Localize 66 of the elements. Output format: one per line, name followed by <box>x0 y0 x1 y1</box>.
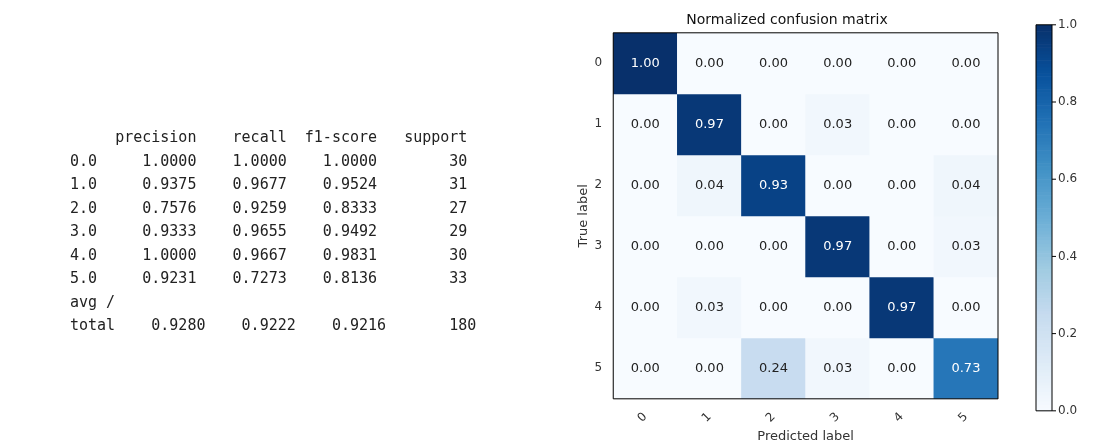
data-label: 0.97 <box>887 298 917 314</box>
data-label: 0.00 <box>630 359 660 375</box>
data-label: 0.03 <box>694 298 724 314</box>
text: 5.0 0.9231 0.7273 0.8136 33 <box>70 268 469 289</box>
data-label: 0.00 <box>759 298 789 314</box>
text: 0.0 1.0000 1.0000 1.0000 30 <box>70 150 469 172</box>
y-tick-label: 2 <box>594 177 603 192</box>
x-tick-label: 5 <box>954 409 971 425</box>
y-tick-label: 0 <box>594 55 603 70</box>
data-label: 0.73 <box>951 359 981 375</box>
data-label: 0.00 <box>759 54 789 70</box>
data-label: 0.93 <box>759 176 789 192</box>
data-label: 0.97 <box>823 237 853 253</box>
y-tick-label: 3 <box>594 238 603 253</box>
data-label: 0.00 <box>887 359 917 375</box>
data-label: 0.00 <box>951 115 981 131</box>
data-label: 0.00 <box>630 115 660 131</box>
data-label: 0.00 <box>887 54 917 70</box>
color-bar-label: 0.6 <box>1058 171 1078 186</box>
y-tick-label: 1 <box>594 116 603 131</box>
data-label: 0.00 <box>951 298 981 314</box>
data-label: 0.04 <box>951 176 981 192</box>
data-label: 0.00 <box>823 176 853 192</box>
x-tick-label: 1 <box>698 409 714 425</box>
data-label: 1.00 <box>630 54 660 70</box>
data-label: 0.00 <box>887 115 917 131</box>
data-label: 0.00 <box>823 298 853 314</box>
data-label: 0.00 <box>759 237 789 253</box>
text: precision recall f1-score support <box>114 127 469 148</box>
text: total 0.9280 0.9222 0.9216 180 <box>70 315 477 336</box>
text: 3.0 0.9333 0.9655 0.9492 29 <box>70 221 469 242</box>
color-bar-label: 0.2 <box>1058 325 1078 340</box>
data-label: 0.04 <box>694 176 724 192</box>
data-label: 0.03 <box>951 237 981 253</box>
x-tick-label: 0 <box>634 409 650 425</box>
text: 4.0 1.0000 0.9667 0.9831 30 <box>70 244 469 266</box>
data-label: 0.00 <box>887 176 917 192</box>
color-bar-label: 0.4 <box>1058 248 1078 263</box>
color-bar-label: 1.0 <box>1058 16 1078 31</box>
data-label: 0.00 <box>887 237 917 253</box>
text: avg / <box>70 291 117 313</box>
data-label: 0.00 <box>694 359 724 375</box>
x-tick-label: 3 <box>826 409 843 425</box>
data-label: 0.00 <box>630 298 660 314</box>
data-label: 0.24 <box>759 359 789 375</box>
y-axis-title: True label <box>575 184 591 249</box>
data-label: 0.03 <box>823 359 853 375</box>
text: 1.0 0.9375 0.9677 0.9524 31 <box>70 174 469 195</box>
color-bar-label: 0.0 <box>1058 402 1078 417</box>
data-label: 0.03 <box>823 115 853 131</box>
x-tick-label: 4 <box>890 409 907 425</box>
data-label: 0.00 <box>630 237 660 253</box>
data-label: 0.00 <box>951 54 981 70</box>
data-label: 0.00 <box>694 54 724 70</box>
chart-title: Normalized confusion matrix <box>686 11 888 28</box>
data-label: 0.00 <box>759 115 789 131</box>
text: 2.0 0.7576 0.9259 0.8333 27 <box>70 197 469 219</box>
data-label: 0.97 <box>694 115 724 131</box>
data-label: 0.00 <box>823 54 853 70</box>
x-axis-title: Predicted label <box>757 427 854 443</box>
y-tick-label: 4 <box>594 299 603 314</box>
y-tick-label: 5 <box>594 360 603 375</box>
data-label: 0.00 <box>630 176 660 192</box>
data-label: 0.00 <box>694 237 724 253</box>
color-bar-label: 0.8 <box>1058 94 1078 109</box>
x-tick-label: 2 <box>762 409 778 425</box>
